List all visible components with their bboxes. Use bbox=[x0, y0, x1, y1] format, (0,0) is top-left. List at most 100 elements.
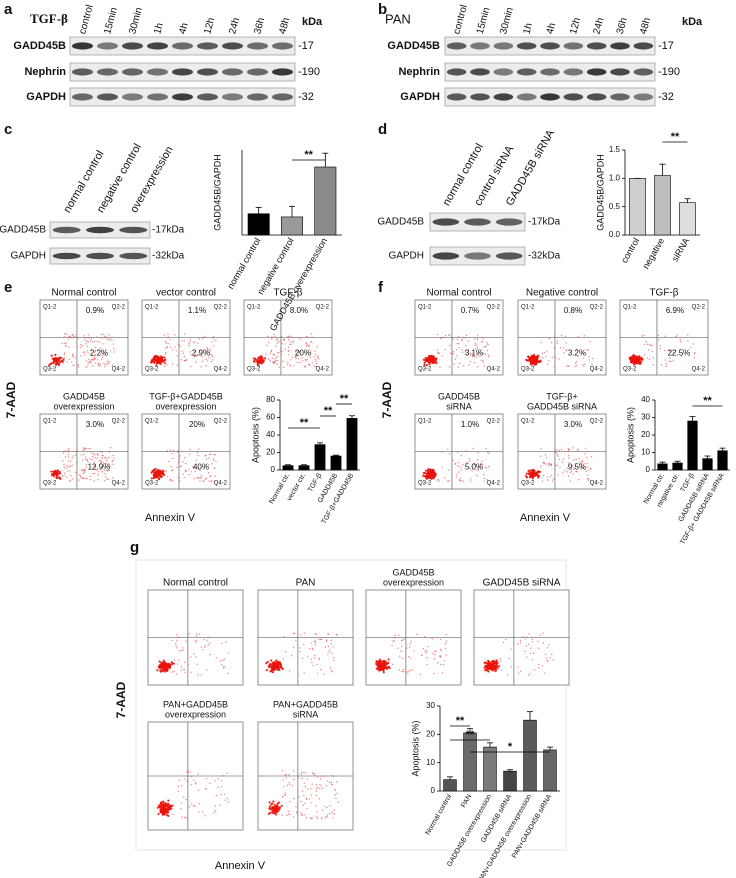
event-dot bbox=[108, 456, 110, 459]
event-dot bbox=[300, 800, 302, 803]
event-dot bbox=[71, 355, 74, 358]
event-dot bbox=[569, 480, 572, 482]
event-dot bbox=[326, 806, 329, 809]
event-dot bbox=[184, 671, 186, 674]
event-dot bbox=[462, 480, 465, 482]
event-dot bbox=[58, 470, 61, 474]
event-dot bbox=[407, 656, 410, 658]
event-dot bbox=[170, 479, 172, 481]
event-dot bbox=[290, 359, 292, 361]
event-dot bbox=[474, 347, 477, 350]
significance-label: ** bbox=[300, 417, 309, 429]
event-dot bbox=[530, 471, 533, 474]
event-dot bbox=[276, 363, 278, 366]
event-dot bbox=[154, 356, 157, 360]
event-dot bbox=[297, 777, 299, 779]
event-dot bbox=[214, 475, 216, 477]
event-dot bbox=[303, 782, 305, 784]
event-dot bbox=[589, 468, 591, 471]
event-dot bbox=[304, 365, 307, 367]
event-dot bbox=[425, 649, 428, 652]
event-dot bbox=[301, 360, 304, 362]
event-dot bbox=[434, 472, 437, 476]
event-dot bbox=[310, 642, 312, 644]
event-dot bbox=[72, 478, 74, 480]
event-dot bbox=[162, 469, 165, 472]
event-dot bbox=[95, 469, 98, 471]
event-dot bbox=[80, 469, 82, 471]
event-dot bbox=[165, 813, 168, 816]
event-dot bbox=[690, 347, 692, 349]
event-dot bbox=[567, 450, 570, 452]
event-dot bbox=[67, 450, 69, 453]
plot-title: Normal control bbox=[51, 288, 116, 299]
event-dot bbox=[541, 665, 544, 667]
event-dot bbox=[96, 453, 99, 456]
event-dot bbox=[299, 361, 301, 364]
event-dot bbox=[586, 462, 588, 465]
event-dot bbox=[587, 450, 589, 453]
event-dot bbox=[531, 658, 534, 661]
event-dot bbox=[332, 775, 335, 778]
event-dot bbox=[529, 652, 532, 655]
event-dot bbox=[96, 340, 98, 342]
y-tick-label: 0.5 bbox=[609, 202, 621, 211]
row-label: GADD45B bbox=[13, 40, 66, 52]
quadrant-percent: 9.5% bbox=[568, 463, 586, 472]
quadrant-label: Q4-2 bbox=[112, 367, 126, 373]
event-dot bbox=[85, 464, 88, 466]
bar bbox=[657, 463, 668, 471]
event-dot bbox=[301, 790, 304, 792]
event-dot bbox=[318, 638, 320, 640]
event-dot bbox=[526, 636, 528, 638]
event-dot bbox=[410, 657, 412, 659]
event-dot bbox=[528, 633, 530, 635]
event-dot bbox=[431, 355, 434, 358]
event-dot bbox=[188, 633, 190, 635]
event-dot bbox=[487, 343, 489, 346]
event-dot bbox=[310, 818, 313, 820]
event-dot bbox=[274, 345, 277, 347]
event-dot bbox=[325, 639, 328, 641]
event-dot bbox=[152, 474, 156, 477]
event-dot bbox=[687, 340, 689, 342]
event-dot bbox=[172, 449, 175, 452]
event-dot bbox=[279, 663, 282, 666]
event-dot bbox=[190, 671, 192, 674]
quadrant-label: Q1-2 bbox=[418, 419, 432, 425]
event-dot bbox=[315, 794, 317, 797]
event-dot bbox=[306, 344, 308, 347]
event-dot bbox=[269, 659, 273, 662]
event-dot bbox=[530, 636, 533, 639]
blot-band bbox=[563, 68, 584, 76]
event-dot bbox=[280, 666, 284, 669]
event-dot bbox=[331, 670, 333, 673]
event-dot bbox=[90, 362, 92, 364]
event-dot bbox=[494, 670, 497, 673]
event-dot bbox=[63, 353, 66, 356]
event-dot bbox=[302, 804, 304, 807]
event-dot bbox=[570, 470, 573, 472]
event-dot bbox=[106, 363, 108, 365]
event-dot bbox=[292, 816, 295, 818]
event-dot bbox=[72, 337, 74, 339]
event-dot bbox=[187, 663, 189, 666]
event-dot bbox=[424, 636, 426, 638]
event-dot bbox=[190, 803, 193, 806]
blot-band bbox=[432, 218, 460, 226]
event-dot bbox=[280, 353, 283, 356]
bar bbox=[346, 418, 358, 471]
event-dot bbox=[95, 466, 97, 468]
event-dot bbox=[476, 474, 478, 477]
event-dot bbox=[485, 662, 488, 665]
event-dot bbox=[652, 357, 655, 359]
event-dot bbox=[210, 348, 212, 350]
event-dot bbox=[554, 452, 556, 454]
event-dot bbox=[274, 358, 276, 360]
event-dot bbox=[62, 451, 65, 454]
event-dot bbox=[283, 339, 285, 341]
event-dot bbox=[193, 477, 196, 480]
event-dot bbox=[448, 344, 451, 347]
event-dot bbox=[88, 337, 90, 339]
event-dot bbox=[197, 354, 199, 356]
